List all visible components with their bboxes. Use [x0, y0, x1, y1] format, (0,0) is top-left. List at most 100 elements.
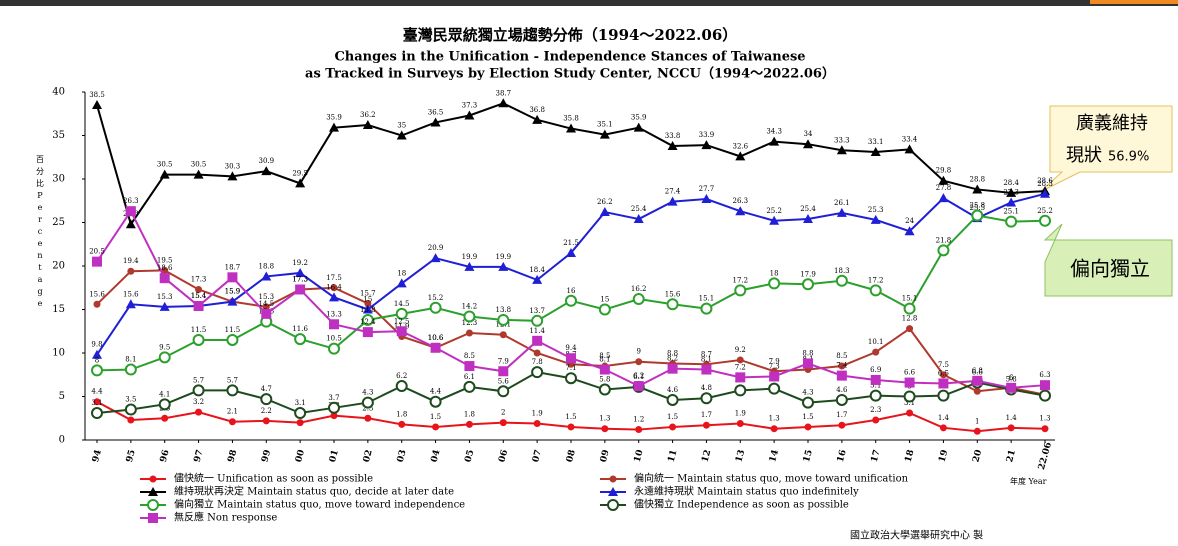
marker: [533, 419, 541, 427]
marker: [228, 418, 236, 426]
marker: [667, 140, 678, 150]
marker: [294, 407, 307, 420]
annotation: 56.9%: [1108, 150, 1149, 165]
marker: [295, 267, 306, 277]
data-label: 17.2: [868, 276, 884, 284]
marker: [463, 380, 476, 393]
marker: [599, 129, 610, 139]
data-label: 1.3: [769, 415, 780, 423]
marker: [159, 301, 170, 311]
marker: [701, 364, 712, 375]
marker: [497, 313, 510, 326]
marker: [609, 475, 617, 483]
marker: [498, 366, 509, 377]
marker: [361, 313, 374, 326]
data-label: 18.3: [834, 267, 850, 275]
data-label: 5.7: [227, 376, 238, 384]
x-tick-label: 16: [836, 449, 849, 464]
marker: [666, 298, 679, 311]
marker: [396, 326, 407, 337]
data-label: 19.5: [157, 256, 173, 264]
data-label: 4.6: [667, 386, 679, 394]
y-axis-label: e: [38, 203, 43, 212]
data-label: 28.8: [969, 175, 985, 183]
marker: [125, 206, 136, 217]
legend-label: 偏向獨立 Maintain status quo, move toward in…: [174, 498, 465, 511]
marker: [296, 419, 304, 427]
data-label: 30.5: [157, 161, 173, 169]
data-label: 8.1: [599, 356, 610, 364]
marker: [498, 261, 509, 271]
legend-label: 偏向統一 Maintain status quo, move toward un…: [634, 472, 909, 485]
marker: [124, 363, 137, 376]
marker: [429, 301, 442, 314]
data-label: 10.1: [868, 338, 884, 346]
marker: [770, 425, 778, 433]
data-label: 7.2: [735, 363, 746, 371]
marker: [227, 296, 238, 306]
data-label: 19.2: [292, 259, 308, 267]
annotation: 現狀: [1066, 145, 1102, 166]
y-tick-label: 5: [59, 391, 65, 402]
data-label: 30.5: [191, 161, 207, 169]
data-label: 30.9: [258, 157, 274, 165]
marker: [669, 423, 677, 431]
data-label: 14.2: [462, 302, 478, 310]
data-label: 5.7: [193, 376, 204, 384]
data-label: 12.4: [360, 318, 376, 326]
y-axis-label: c: [38, 227, 43, 236]
data-label: 6.5: [938, 369, 949, 377]
data-label: 3.2: [193, 398, 204, 406]
marker: [903, 390, 916, 403]
marker: [532, 114, 543, 124]
marker: [938, 378, 949, 389]
marker: [127, 416, 135, 424]
data-label: 1: [975, 417, 979, 425]
marker: [869, 284, 882, 297]
data-label: 8.5: [836, 352, 847, 360]
marker: [125, 299, 136, 309]
marker: [92, 100, 102, 110]
marker: [701, 140, 712, 150]
y-axis-label: g: [37, 287, 42, 296]
data-label: 8.1: [701, 356, 712, 364]
marker: [193, 301, 204, 312]
data-label: 9: [636, 348, 640, 356]
data-label: 33.4: [902, 135, 918, 143]
marker: [261, 271, 272, 281]
marker: [430, 253, 441, 263]
marker: [396, 130, 407, 140]
marker: [329, 292, 339, 302]
chart-subtitle: Changes in the Unification - Independenc…: [334, 50, 805, 65]
data-label: 21.5: [563, 239, 579, 247]
x-tick-label: 05: [463, 449, 476, 464]
marker: [838, 421, 846, 429]
marker: [836, 207, 847, 217]
data-label: 1.2: [633, 416, 644, 424]
data-label: 38.7: [495, 89, 511, 97]
marker: [330, 412, 338, 420]
data-label: 20.5: [89, 248, 105, 256]
marker: [835, 274, 848, 287]
data-label: 15: [600, 296, 609, 304]
marker: [262, 303, 270, 311]
data-label: 35.9: [326, 114, 342, 122]
data-label: 25.1: [1003, 208, 1019, 216]
data-label: 25.4: [631, 205, 647, 213]
marker: [1007, 424, 1015, 432]
marker: [1040, 188, 1050, 198]
data-label: 1.8: [396, 410, 407, 418]
marker: [566, 123, 576, 133]
data-label: 8.1: [125, 356, 136, 364]
marker: [973, 387, 981, 395]
marker: [632, 293, 645, 306]
data-label: 36.8: [529, 106, 545, 114]
data-label: 16.2: [631, 285, 647, 293]
data-label: 18: [770, 269, 779, 277]
data-label: 15.6: [665, 290, 681, 298]
data-label: 12.3: [462, 319, 478, 327]
data-label: 25.3: [868, 206, 884, 214]
data-label: 19.9: [462, 253, 478, 261]
marker: [193, 169, 204, 179]
marker: [1039, 389, 1051, 402]
